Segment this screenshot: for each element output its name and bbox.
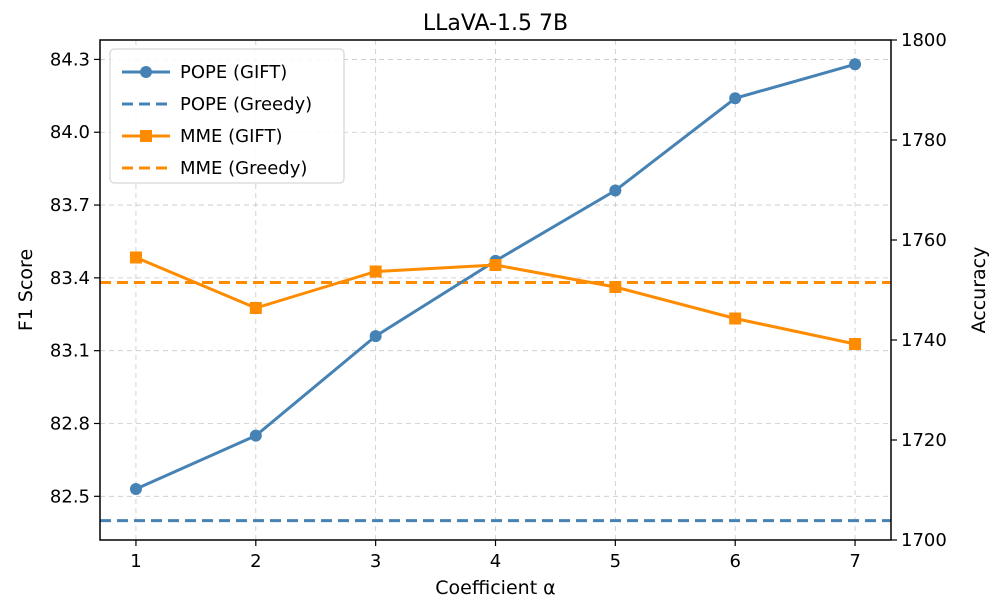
x-tick-label: 1 [130, 551, 141, 572]
pope-gift-point [729, 92, 742, 105]
y-axis-label-left: F1 Score [15, 249, 37, 331]
x-tick-label: 7 [849, 551, 860, 572]
legend-label-mme-greedy: MME (Greedy) [180, 158, 307, 179]
y-tick-label-left: 84.0 [50, 122, 90, 143]
y-tick-label-left: 82.8 [50, 413, 90, 434]
x-tick-label: 4 [490, 551, 501, 572]
y-tick-label-right: 1800 [901, 30, 947, 51]
mme-gift-point [249, 302, 262, 314]
chart-title: LLaVA-1.5 7B [423, 11, 568, 36]
series-lines [129, 58, 862, 496]
pope-gift-point [609, 184, 622, 197]
x-tick-label: 6 [729, 551, 740, 572]
legend-box [109, 48, 345, 184]
x-tick-label: 5 [610, 551, 621, 572]
y-tick-label-left: 83.7 [50, 195, 90, 216]
y-tick-label-left: 83.4 [50, 268, 90, 289]
mme-gift-point [609, 281, 622, 293]
legend-label-pope-greedy: POPE (Greedy) [180, 94, 312, 115]
y-tick-label-right: 1740 [901, 330, 947, 351]
y-ticks-right: 1700 1720 1740 1760 1780 1800 [891, 30, 947, 551]
legend-label-pope-gift: POPE (GIFT) [180, 62, 287, 83]
pope-gift-point [129, 483, 142, 496]
legend-marker-pope-gift [140, 66, 152, 78]
mme-gift-point [849, 338, 862, 350]
legend-marker-mme-gift [140, 130, 152, 142]
y-tick-label-right: 1720 [901, 430, 947, 451]
legend: POPE (GIFT) POPE (Greedy) MME (GIFT) MME (G… [109, 48, 345, 184]
y-tick-label-left: 84.3 [50, 49, 90, 70]
legend-label-mme-gift: MME (GIFT) [180, 126, 283, 147]
pope-gift-point [369, 330, 382, 343]
y-tick-label-right: 1760 [901, 230, 947, 251]
pope-gift-point [849, 58, 862, 71]
mme-gift-point [369, 265, 382, 278]
grid [100, 40, 891, 540]
y-tick-label-right: 1780 [901, 130, 947, 151]
x-tick-label: 3 [370, 551, 381, 572]
x-tick-label: 2 [250, 551, 261, 572]
mme-gift-point [129, 251, 142, 264]
y-axis-label-right: Accuracy [968, 247, 990, 334]
baseline-lines [100, 281, 891, 523]
y-tick-label-right: 1700 [901, 530, 947, 551]
x-ticks: 1 2 3 4 5 6 7 [130, 540, 861, 572]
x-axis-label: Coefficient α [435, 577, 555, 599]
mme-gift-point [489, 259, 502, 271]
pope-gift-point [249, 429, 262, 442]
y-ticks-left: 82.5 82.8 83.1 83.4 83.7 84.0 84.3 [50, 49, 100, 507]
y-tick-label-left: 83.1 [50, 341, 90, 362]
y-tick-label-left: 82.5 [50, 486, 90, 507]
mme-gift-point [729, 312, 742, 325]
